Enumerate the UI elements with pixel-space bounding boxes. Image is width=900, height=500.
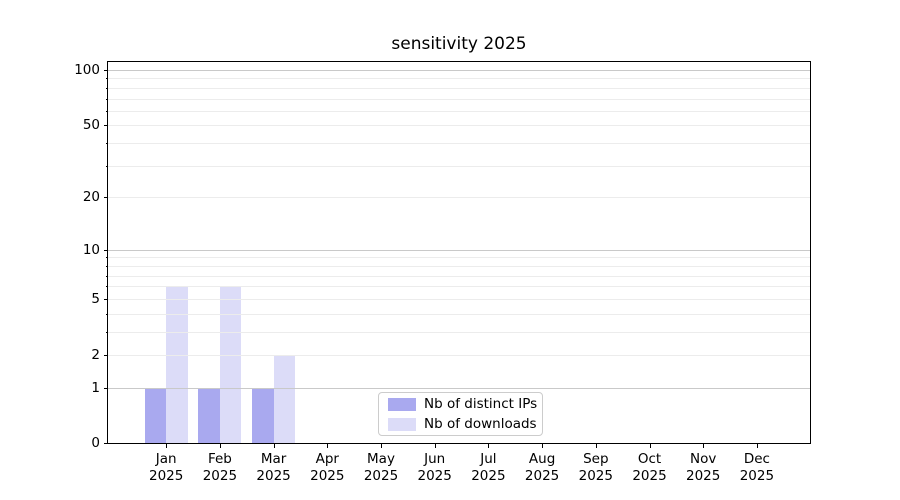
x-tick-mark <box>756 444 758 448</box>
y-tick-mark <box>104 197 108 199</box>
x-tick-label: Dec 2025 <box>739 451 775 484</box>
y-tick-mark <box>104 355 108 356</box>
y-tick-label: 1 <box>91 379 100 396</box>
y-tick-mark <box>104 298 108 300</box>
legend-swatch-downloads <box>388 417 416 431</box>
x-tick-label: Jul 2025 <box>471 451 506 484</box>
minor-gridline <box>108 331 810 333</box>
legend-item-distinct-ips: Nb of distinct IPs <box>388 396 542 413</box>
minor-gridline <box>108 98 810 100</box>
minor-gridline <box>108 265 810 267</box>
x-tick-label: Mar 2025 <box>256 451 291 484</box>
minor-gridline <box>108 110 810 112</box>
y-tick-mark <box>104 387 108 389</box>
legend-label-downloads: Nb of downloads <box>424 416 537 432</box>
y-tick-label: 0 <box>91 435 100 451</box>
minor-gridline <box>108 257 810 259</box>
x-tick-label: May 2025 <box>363 451 399 484</box>
bar-downloads <box>273 355 296 443</box>
y-tick-mark <box>104 125 108 127</box>
legend-swatch-distinct-ips <box>388 397 416 411</box>
x-tick-mark <box>327 444 329 448</box>
x-tick-mark <box>273 444 275 448</box>
x-tick-label: Jun 2025 <box>417 451 452 484</box>
x-tick-mark <box>166 444 168 448</box>
minor-gridline <box>108 125 810 127</box>
axis-spine-left <box>107 61 108 444</box>
major-gridline <box>108 387 810 389</box>
x-tick-mark <box>595 444 597 448</box>
major-gridline <box>108 70 810 71</box>
legend-label-distinct-ips: Nb of distinct IPs <box>424 396 538 412</box>
x-tick-label: Sep 2025 <box>578 451 613 484</box>
legend-item-downloads: Nb of downloads <box>388 416 542 433</box>
minor-gridline <box>108 286 810 288</box>
bar-distinct-ips <box>144 387 167 443</box>
minor-gridline <box>108 197 810 199</box>
axis-spine-top <box>107 61 811 62</box>
x-tick-mark <box>488 444 490 448</box>
minor-gridline <box>108 143 810 145</box>
x-tick-label: Oct 2025 <box>632 451 667 484</box>
x-tick-label: Nov 2025 <box>686 451 721 484</box>
y-tick-label: 5 <box>91 290 100 307</box>
x-tick-mark <box>381 444 382 448</box>
y-tick-mark <box>104 70 108 71</box>
major-gridline <box>108 249 810 251</box>
minor-gridline <box>108 165 810 167</box>
y-tick-label: 50 <box>82 117 100 134</box>
minor-gridline <box>108 298 810 300</box>
minor-gridline <box>108 87 810 89</box>
y-tick-label: 10 <box>82 241 100 258</box>
minor-gridline <box>108 355 810 356</box>
y-tick-label: 100 <box>74 62 100 78</box>
minor-gridline <box>108 275 810 277</box>
axis-spine-right <box>810 61 811 444</box>
chart-legend: Nb of distinct IPs Nb of downloads <box>378 392 543 436</box>
bar-distinct-ips <box>198 387 220 443</box>
x-tick-label: Jan 2025 <box>149 451 184 484</box>
x-tick-mark <box>703 444 705 448</box>
chart-title: sensitivity 2025 <box>391 34 527 54</box>
bar-distinct-ips <box>252 387 274 443</box>
axis-spine-bottom <box>107 443 811 444</box>
x-tick-mark <box>219 444 221 448</box>
x-tick-mark <box>542 444 544 448</box>
minor-gridline <box>108 313 810 315</box>
y-tick-label: 20 <box>82 189 100 206</box>
y-tick-mark <box>104 443 108 444</box>
minor-gridline <box>108 78 810 80</box>
x-tick-label: Feb 2025 <box>202 451 238 484</box>
bar-downloads <box>219 286 242 443</box>
bar-downloads <box>166 286 188 443</box>
y-tick-mark <box>104 249 108 251</box>
x-tick-mark <box>434 444 436 448</box>
x-tick-label: Apr 2025 <box>310 451 345 484</box>
y-tick-label: 2 <box>91 347 100 363</box>
x-tick-mark <box>649 444 651 448</box>
x-tick-label: Aug 2025 <box>524 451 560 484</box>
